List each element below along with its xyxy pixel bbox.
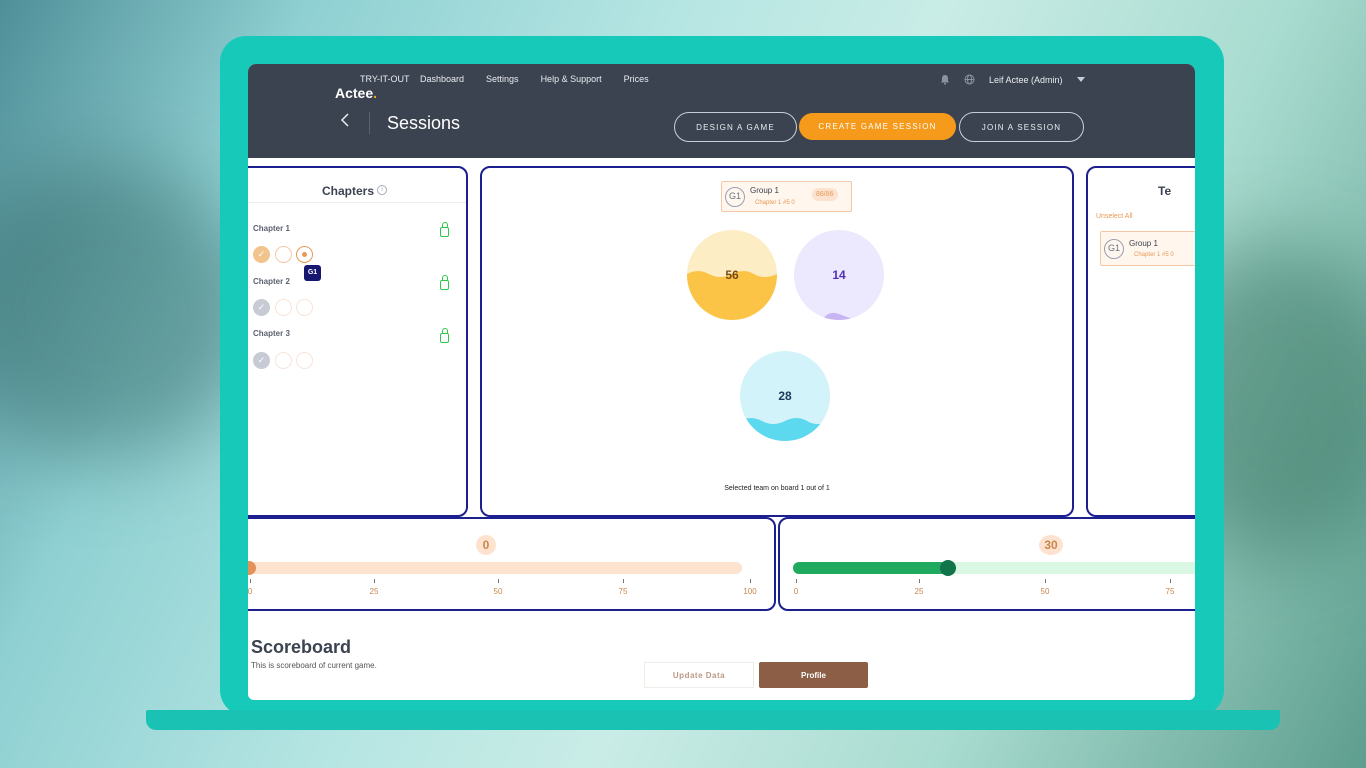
tick-label: 50 bbox=[493, 587, 503, 596]
slider-value-badge: 30 bbox=[1039, 535, 1063, 555]
step-circle[interactable] bbox=[275, 246, 292, 263]
nav-settings[interactable]: Settings bbox=[486, 74, 519, 84]
slider-value-badge: 0 bbox=[476, 535, 496, 555]
tick bbox=[919, 579, 920, 583]
tick-label: 0 bbox=[248, 587, 253, 596]
group-meta: Chapter 1 #5 0 bbox=[755, 200, 795, 206]
team-meta: Chapter 1 #5 0 bbox=[1134, 252, 1174, 258]
tick bbox=[796, 579, 797, 583]
header-divider bbox=[369, 112, 370, 134]
teams-panel: Te Unselect All G1 Group 1 Chapter 1 #5 … bbox=[1086, 166, 1195, 517]
top-header: TRY-IT-OUT Actee. Dashboard Settings Hel… bbox=[248, 64, 1195, 158]
bubble-value: 28 bbox=[778, 389, 792, 403]
wave-fill bbox=[687, 230, 777, 320]
chapters-panel: Chapters i Chapter 1 ✓ G1 Chapter 2 ✓ Ch… bbox=[248, 166, 468, 517]
chevron-down-icon[interactable] bbox=[1076, 77, 1085, 82]
bell-icon[interactable] bbox=[940, 74, 950, 85]
group-marker-badge[interactable]: G1 bbox=[304, 265, 321, 281]
tick bbox=[1170, 579, 1171, 583]
wave-fill bbox=[794, 230, 884, 320]
unlock-icon[interactable] bbox=[440, 275, 449, 290]
globe-icon[interactable] bbox=[964, 74, 975, 85]
step-circle[interactable] bbox=[275, 299, 292, 316]
tick bbox=[1045, 579, 1046, 583]
step-circle[interactable] bbox=[275, 352, 292, 369]
brand-tagline: TRY-IT-OUT bbox=[360, 74, 410, 84]
slider-panel-2: 30 0 25 50 75 bbox=[778, 517, 1195, 611]
divider bbox=[248, 202, 466, 203]
laptop-base bbox=[146, 710, 1280, 730]
check-icon[interactable]: ✓ bbox=[253, 246, 270, 263]
bubble-value: 14 bbox=[832, 268, 846, 282]
slider-track[interactable] bbox=[248, 562, 742, 574]
tick-label: 0 bbox=[793, 587, 799, 596]
tick-label: 25 bbox=[369, 587, 379, 596]
check-icon[interactable]: ✓ bbox=[253, 352, 270, 369]
tick-label: 25 bbox=[914, 587, 924, 596]
chapter-2-label[interactable]: Chapter 2 bbox=[253, 277, 290, 286]
score-bubble-3[interactable]: 28 bbox=[740, 351, 830, 441]
back-arrow-icon[interactable] bbox=[340, 112, 350, 133]
design-game-button[interactable]: DESIGN A GAME bbox=[674, 112, 797, 142]
group-card[interactable]: G1 Group 1 Chapter 1 #5 0 86/86 bbox=[721, 181, 852, 212]
group-score-badge: 86/86 bbox=[812, 188, 838, 201]
check-icon[interactable]: ✓ bbox=[253, 299, 270, 316]
tick bbox=[374, 579, 375, 583]
unlock-icon[interactable] bbox=[440, 328, 449, 343]
slider-fill bbox=[793, 562, 947, 574]
tick bbox=[623, 579, 624, 583]
team-card[interactable]: G1 Group 1 Chapter 1 #5 0 bbox=[1100, 231, 1195, 266]
scoreboard-title: Scoreboard bbox=[251, 637, 352, 657]
tick-label: 75 bbox=[1165, 587, 1175, 596]
chapters-title: Chapters bbox=[322, 184, 375, 198]
create-game-session-button[interactable]: CREATE GAME SESSION bbox=[799, 113, 956, 140]
update-data-button[interactable]: Update Data bbox=[644, 662, 754, 688]
teams-title: Te bbox=[1158, 184, 1172, 198]
scoreboard-subtitle: This is scoreboard of current game. bbox=[251, 661, 377, 670]
brand-name: Actee. bbox=[335, 85, 378, 101]
info-icon[interactable]: i bbox=[377, 185, 387, 195]
join-session-button[interactable]: JOIN A SESSION bbox=[959, 112, 1084, 142]
nav-prices[interactable]: Prices bbox=[623, 74, 649, 84]
group-avatar: G1 bbox=[725, 187, 745, 207]
main-nav: Dashboard Settings Help & Support Prices bbox=[420, 74, 649, 84]
unlock-icon[interactable] bbox=[440, 222, 449, 237]
slider-handle[interactable] bbox=[248, 561, 256, 575]
step-circle[interactable] bbox=[296, 299, 313, 316]
user-menu-label[interactable]: Leif Actee (Admin) bbox=[989, 74, 1063, 85]
step-circle[interactable] bbox=[296, 352, 313, 369]
group-name: Group 1 bbox=[750, 186, 779, 195]
step-circle-active[interactable] bbox=[296, 246, 313, 263]
tick bbox=[250, 579, 251, 583]
bubble-value: 56 bbox=[725, 268, 739, 282]
header-right: Leif Actee (Admin) bbox=[940, 74, 1085, 85]
tick bbox=[498, 579, 499, 583]
tick-label: 50 bbox=[1040, 587, 1050, 596]
page-title: Sessions bbox=[387, 113, 461, 133]
profile-button[interactable]: Profile bbox=[759, 662, 868, 688]
tick-label: 75 bbox=[618, 587, 628, 596]
chapter-3-label[interactable]: Chapter 3 bbox=[253, 329, 290, 338]
game-board-panel: G1 Group 1 Chapter 1 #5 0 86/86 56 14 bbox=[480, 166, 1074, 517]
unselect-all-link[interactable]: Unselect All bbox=[1096, 213, 1133, 220]
team-name: Group 1 bbox=[1129, 239, 1158, 248]
app-screen: TRY-IT-OUT Actee. Dashboard Settings Hel… bbox=[248, 64, 1195, 700]
tick-label: 100 bbox=[743, 587, 757, 596]
slider-handle[interactable] bbox=[940, 560, 956, 576]
score-bubble-2[interactable]: 14 bbox=[794, 230, 884, 320]
team-avatar: G1 bbox=[1104, 239, 1124, 259]
nav-dashboard[interactable]: Dashboard bbox=[420, 74, 465, 84]
wave-fill bbox=[740, 351, 830, 441]
tick bbox=[750, 579, 751, 583]
board-status-text: Selected team on board 1 out of 1 bbox=[724, 485, 830, 492]
score-bubble-1[interactable]: 56 bbox=[687, 230, 777, 320]
chapter-1-label[interactable]: Chapter 1 bbox=[253, 224, 290, 233]
nav-help-support[interactable]: Help & Support bbox=[540, 74, 602, 84]
slider-panel-1: 0 0 25 50 75 100 bbox=[248, 517, 776, 611]
